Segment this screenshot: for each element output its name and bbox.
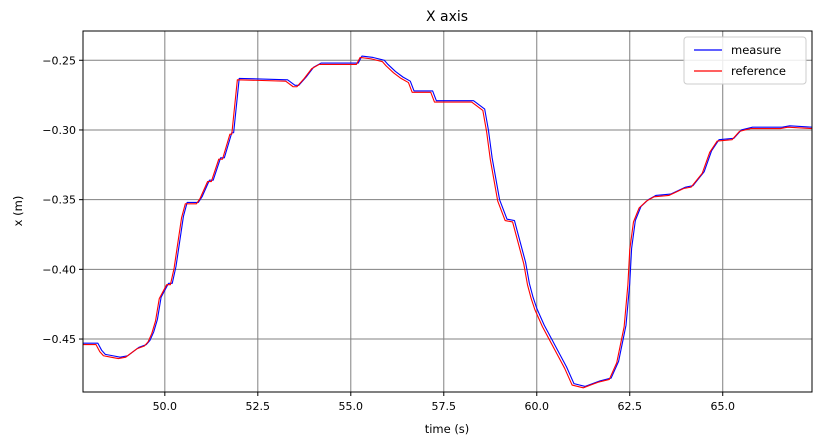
y-tick-label: −0.25 [42, 54, 76, 67]
legend-label-measure: measure [731, 43, 781, 57]
series-line-reference [83, 56, 812, 389]
x-tick-label: 57.5 [432, 400, 457, 413]
series-lines [83, 55, 812, 389]
x-tick-label: 62.5 [618, 400, 643, 413]
plot-area [83, 31, 812, 392]
y-axis-label: x (m) [11, 196, 25, 227]
y-ticks: −0.25 −0.30 −0.35 −0.40 −0.45 [42, 54, 83, 346]
x-tick-label: 55.0 [339, 400, 364, 413]
y-tick-label: −0.35 [42, 194, 76, 207]
y-tick-label: −0.45 [42, 333, 76, 346]
y-tick-label: −0.30 [42, 124, 76, 137]
plot-frame [82, 30, 813, 393]
legend-box [683, 36, 807, 85]
legend: measure reference [683, 36, 807, 85]
y-tick-label: −0.40 [42, 263, 76, 276]
x-axis-label: time (s) [425, 422, 470, 436]
series-line-measure [83, 55, 812, 387]
x-tick-label: 60.0 [525, 400, 550, 413]
chart-title: X axis [426, 9, 468, 25]
legend-label-reference: reference [731, 64, 786, 78]
x-tick-label: 52.5 [246, 400, 271, 413]
plot-background [83, 31, 812, 392]
x-tick-label: 50.0 [153, 400, 178, 413]
x-tick-label: 65.0 [710, 400, 735, 413]
grid [83, 31, 812, 392]
x-ticks: 50.0 52.5 55.0 57.5 60.0 62.5 65.0 [153, 392, 735, 413]
